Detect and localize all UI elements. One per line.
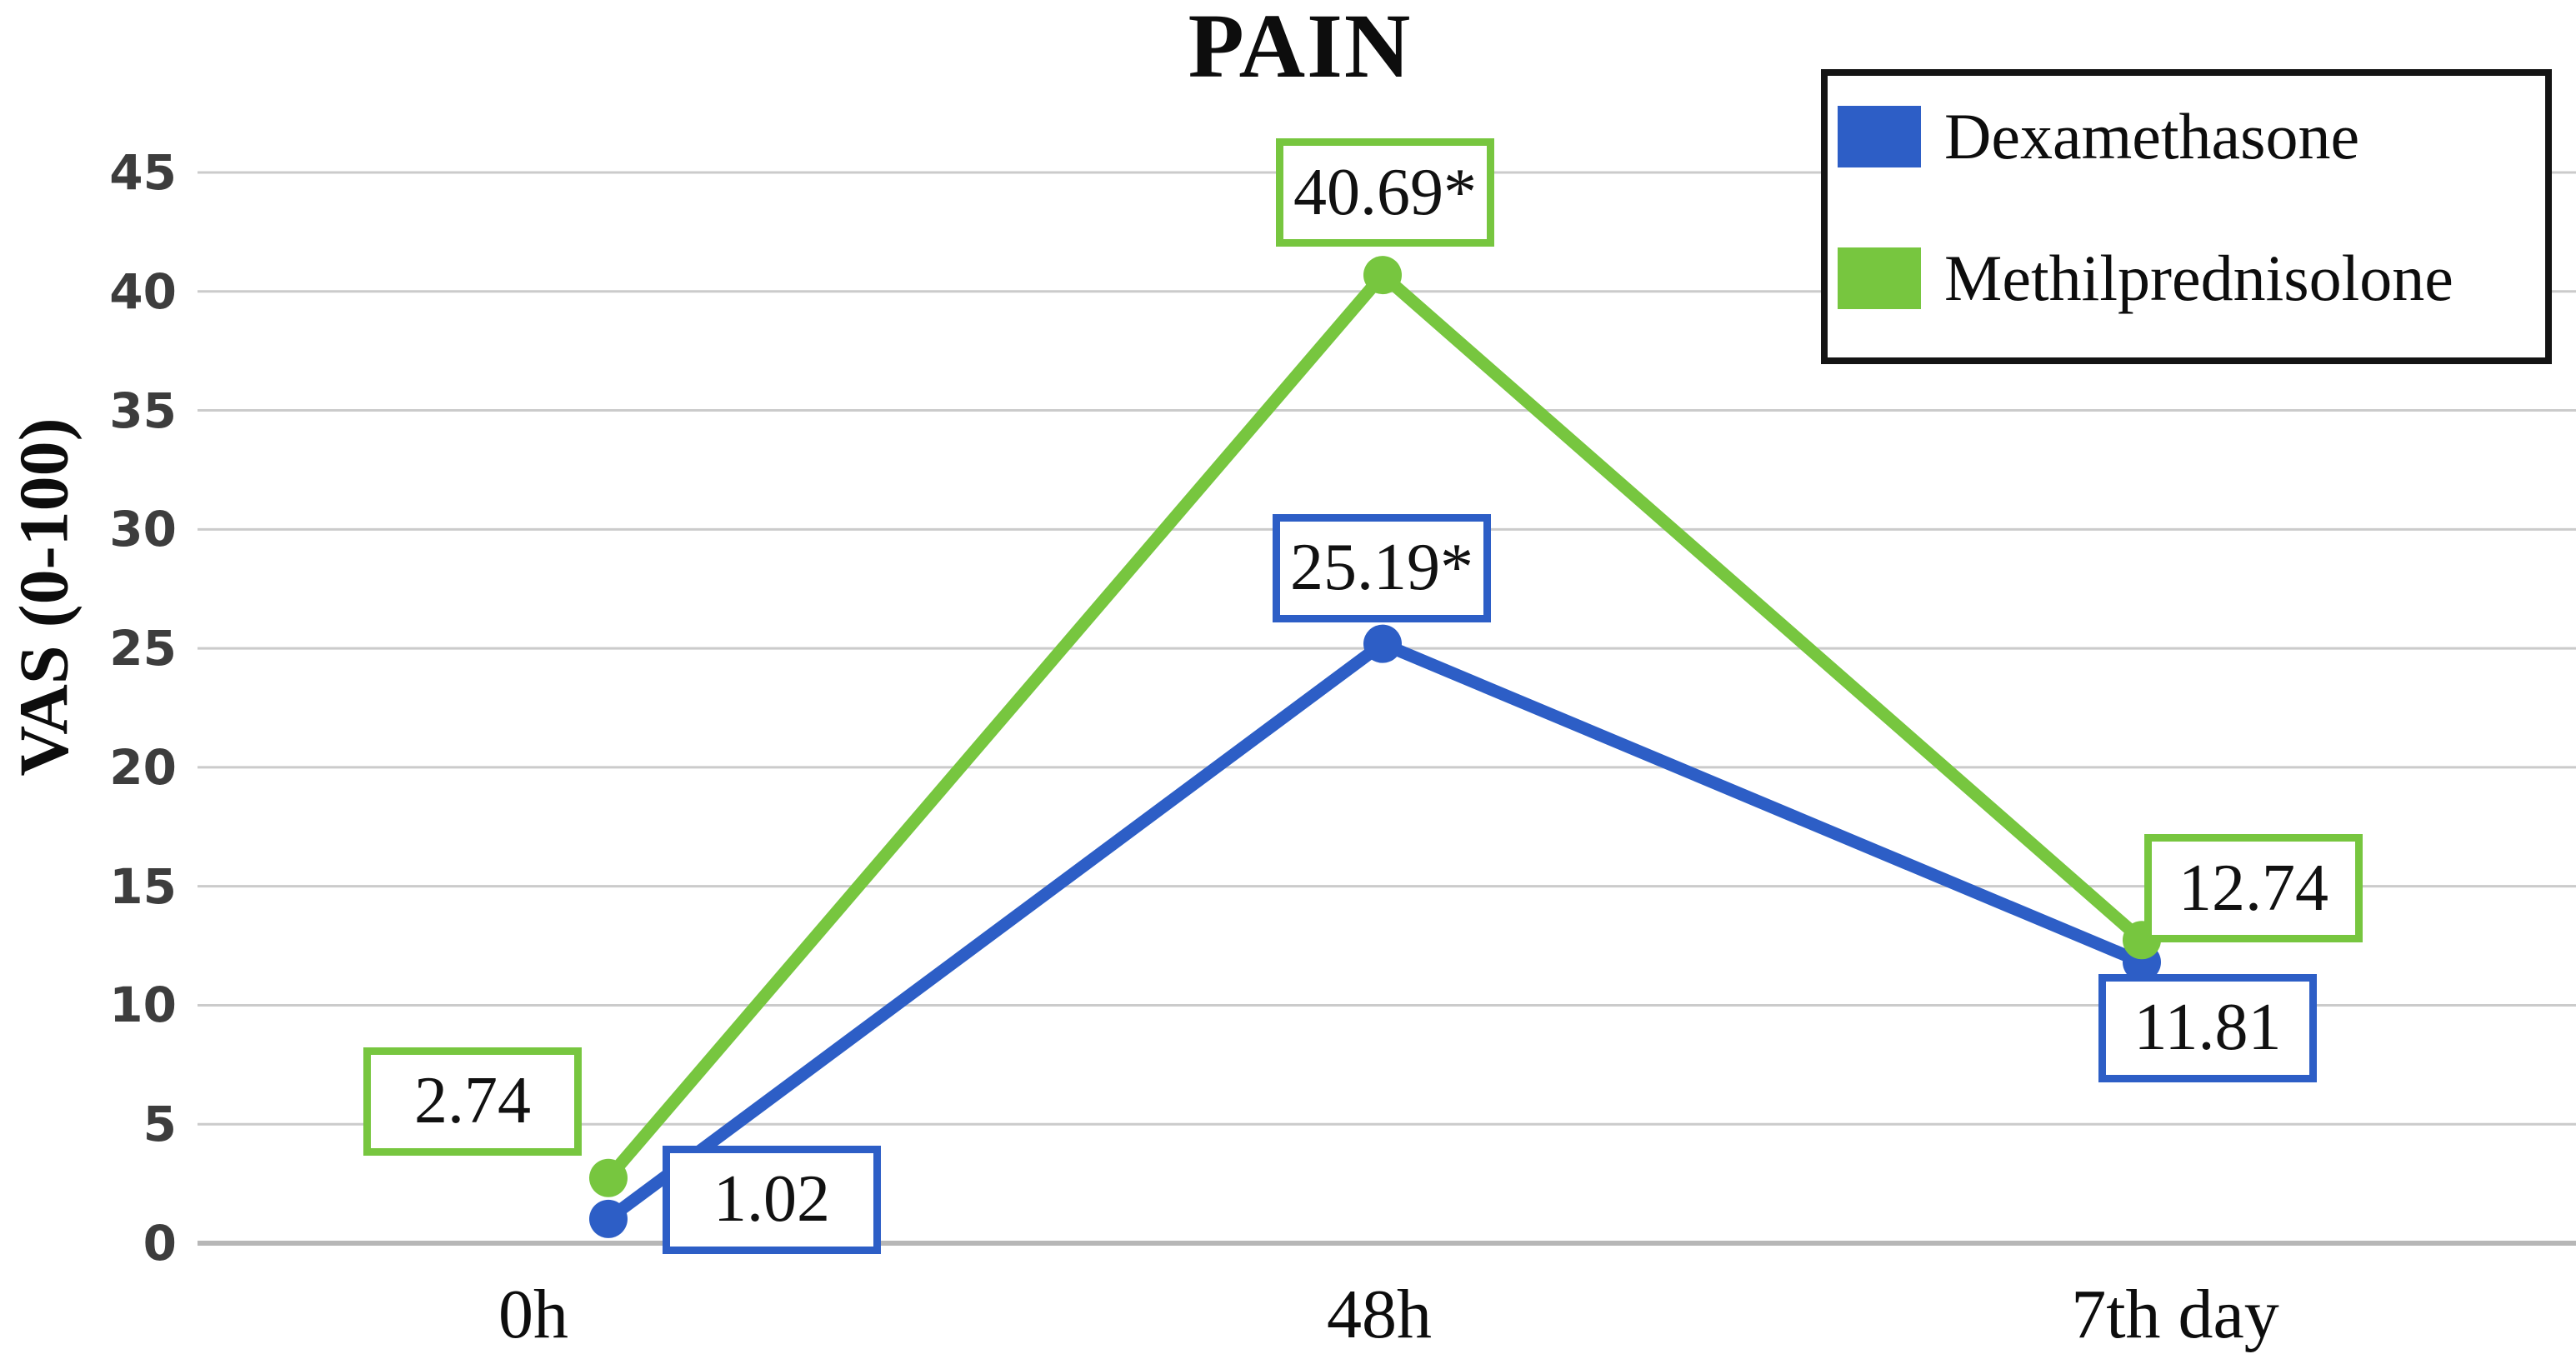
data-label-box: 12.74: [2144, 834, 2363, 943]
y-tick-label: 45: [109, 144, 177, 201]
y-tick-label: 35: [109, 382, 177, 439]
legend-swatch: [1838, 106, 1921, 167]
x-tick-label: 0h: [498, 1276, 568, 1353]
x-tick-label: 48h: [1327, 1276, 1432, 1353]
y-axis-title: VAS (0-100): [5, 417, 83, 777]
data-label-box: 40.69*: [1276, 138, 1494, 247]
y-tick-label: 25: [109, 620, 177, 677]
y-tick-label: 15: [109, 857, 177, 915]
data-label-box: 2.74: [363, 1047, 582, 1156]
x-tick-label: 7th day: [2071, 1276, 2279, 1353]
chart-title: PAIN: [1188, 0, 1413, 97]
legend-row: Dexamethasone: [1828, 100, 2545, 172]
y-tick-label: 5: [143, 1096, 177, 1153]
y-tick-label: 0: [143, 1215, 177, 1272]
data-label-box: 25.19*: [1273, 513, 1491, 622]
data-point: [1363, 624, 1402, 663]
y-tick-label: 10: [109, 977, 177, 1034]
data-label-box: 1.02: [663, 1145, 881, 1254]
data-point: [589, 1199, 628, 1238]
y-tick-label: 20: [109, 738, 177, 796]
legend-label: Methilprednisolone: [1944, 242, 2453, 314]
legend-row: Methilprednisolone: [1828, 242, 2545, 314]
y-tick-label: 40: [109, 262, 177, 320]
data-point: [1363, 256, 1402, 295]
series-line-0: [602, 637, 2148, 1226]
data-point: [589, 1158, 628, 1197]
y-tick-label: 30: [109, 501, 177, 558]
legend-label: Dexamethasone: [1944, 100, 2360, 172]
legend-swatch: [1838, 247, 1921, 309]
legend: Dexamethasone Methilprednisolone: [1821, 69, 2552, 364]
data-label-box: 11.81: [2098, 973, 2317, 1082]
